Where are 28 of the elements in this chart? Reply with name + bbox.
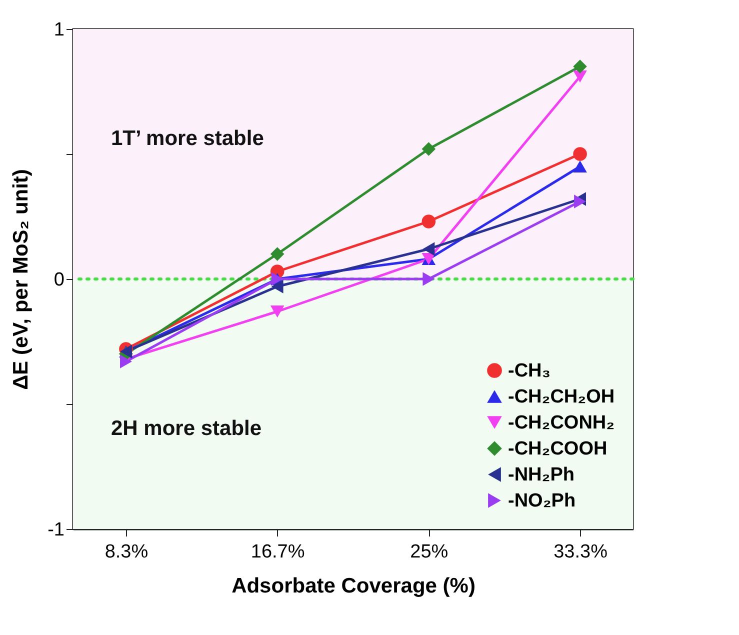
x-tick-label: 8.3%	[104, 542, 148, 562]
legend-label: -NH₂Ph	[508, 464, 574, 486]
point	[422, 242, 435, 256]
y-tick-label: 0	[54, 270, 64, 290]
legend-label: -CH₂CH₂OH	[508, 386, 615, 408]
annotation: 1T’ more stable	[111, 127, 264, 150]
point	[422, 272, 435, 286]
point	[271, 280, 284, 294]
point	[120, 354, 132, 368]
point	[270, 247, 284, 261]
legend-label: -CH₂CONH₂	[508, 412, 615, 434]
y-tick-label: 1	[54, 20, 64, 40]
point	[573, 147, 587, 161]
point	[422, 142, 436, 156]
legend-label: -CH₂COOH	[508, 438, 608, 460]
x-tick-label: 16.7%	[250, 542, 305, 562]
point	[574, 194, 586, 208]
point	[573, 160, 587, 172]
x-tick-label: 33.3%	[554, 542, 608, 562]
y-axis-title: ΔE (eV, per MoS₂ unit)	[10, 169, 33, 390]
x-axis-title: Adsorbate Coverage (%)	[232, 574, 476, 598]
legend-label: -CH₃	[508, 360, 551, 382]
point	[422, 214, 436, 228]
point	[573, 60, 587, 74]
y-tick-label: -1	[48, 520, 64, 540]
x-tick-label: 25%	[410, 542, 448, 562]
annotation: 2H more stable	[111, 417, 262, 440]
legend-label: -NO₂Ph	[508, 490, 576, 512]
